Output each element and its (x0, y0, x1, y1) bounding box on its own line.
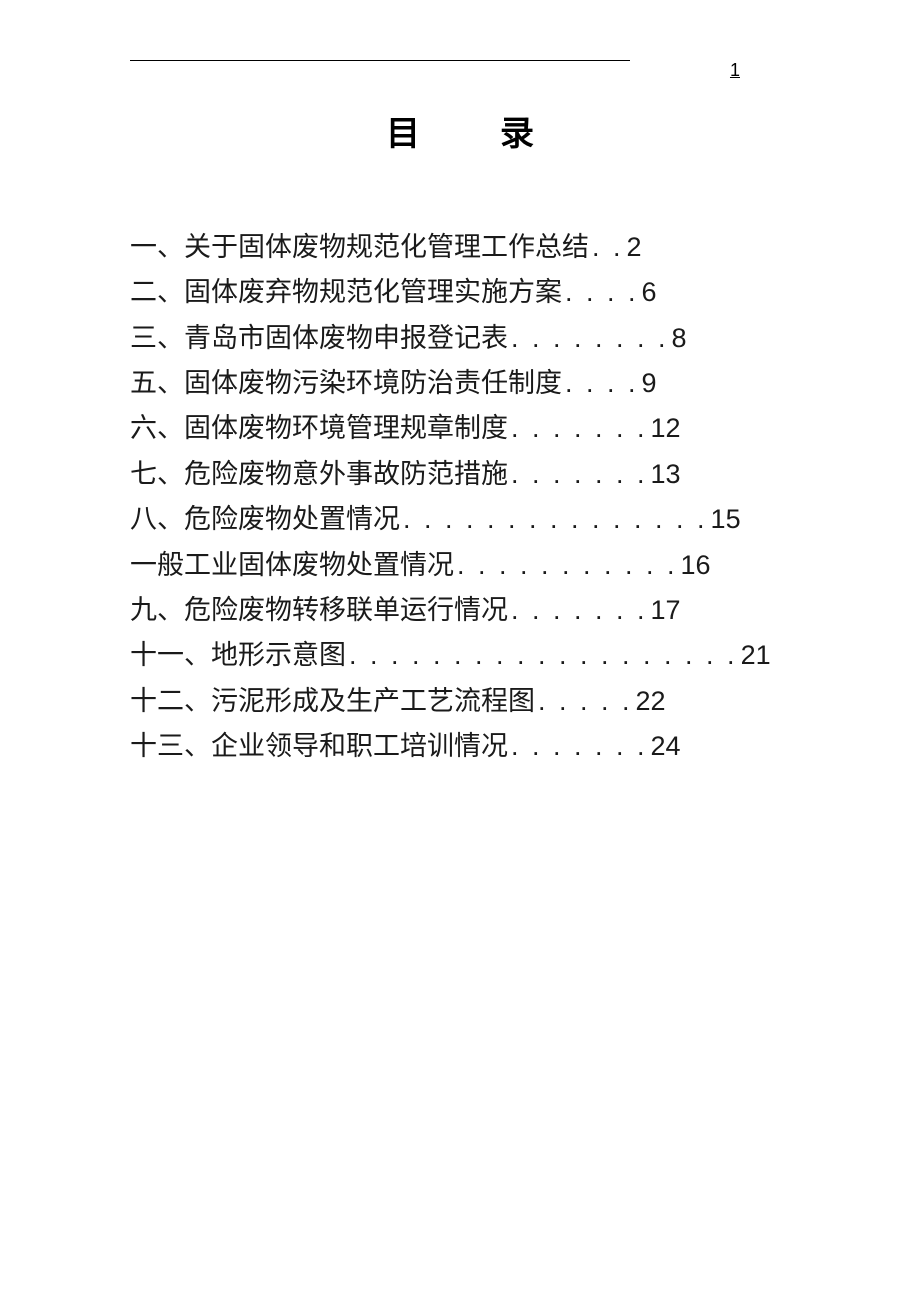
toc-title: 目录 (130, 106, 790, 155)
toc-label: 十二、污泥形成及生产工艺流程图 (130, 679, 535, 724)
toc-page: 6 (642, 270, 657, 315)
toc-item: 一、关于固体废物规范化管理工作总结 . . 2 (130, 225, 790, 270)
toc-item: 一般工业固体废物处置情况 . . . . . . . . . . . 16 (130, 543, 790, 588)
toc-page: 12 (651, 406, 681, 451)
toc-dots: . . . . . . . (508, 724, 651, 769)
toc-dots: . . . . . . . (508, 406, 651, 451)
toc-page: 17 (651, 588, 681, 633)
toc-item: 八、危险废物处置情况 . . . . . . . . . . . . . . .… (130, 497, 790, 542)
toc-dots: . . . . (562, 361, 642, 406)
toc-item: 十三、企业领导和职工培训情况 . . . . . . . 24 (130, 724, 790, 769)
toc-page: 16 (681, 543, 711, 588)
toc-item: 十二、污泥形成及生产工艺流程图 . . . . . 22 (130, 679, 790, 724)
toc-dots: . . . . . . . . . . . . . . . (400, 497, 711, 542)
header-rule (130, 60, 630, 61)
toc-page: 15 (711, 497, 741, 542)
toc-item: 五、固体废物污染环境防治责任制度 . . . . 9 (130, 361, 790, 406)
toc-page: 9 (642, 361, 657, 406)
toc-label: 一般工业固体废物处置情况 (130, 543, 454, 588)
page-number: 1 (730, 60, 740, 81)
toc-dots: . . (589, 225, 627, 270)
toc-page: 22 (636, 679, 666, 724)
toc-label: 三、青岛市固体废物申报登记表 (130, 316, 508, 361)
page-container: 1 目录 一、关于固体废物规范化管理工作总结 . . 2 二、固体废弃物规范化管… (0, 0, 920, 829)
toc-item: 二、固体废弃物规范化管理实施方案 . . . . 6 (130, 270, 790, 315)
toc-label: 二、固体废弃物规范化管理实施方案 (130, 270, 562, 315)
toc-page: 2 (627, 225, 642, 270)
toc-item: 三、青岛市固体废物申报登记表 . . . . . . . . 8 (130, 316, 790, 361)
toc-item: 七、危险废物意外事故防范措施 . . . . . . . 13 (130, 452, 790, 497)
toc-dots: . . . . . . . (508, 588, 651, 633)
toc-label: 五、固体废物污染环境防治责任制度 (130, 361, 562, 406)
toc-page: 8 (672, 316, 687, 361)
toc-page: 13 (651, 452, 681, 497)
toc-dots: . . . . . . . . . . . (454, 543, 681, 588)
toc-label: 九、危险废物转移联单运行情况 (130, 588, 508, 633)
toc-item: 十一、地形示意图 . . . . . . . . . . . . . . . .… (130, 633, 790, 678)
toc-label: 八、危险废物处置情况 (130, 497, 400, 542)
toc-label: 十三、企业领导和职工培训情况 (130, 724, 508, 769)
toc-label: 七、危险废物意外事故防范措施 (130, 452, 508, 497)
toc-dots: . . . . . (535, 679, 636, 724)
toc-item: 六、固体废物环境管理规章制度 . . . . . . . 12 (130, 406, 790, 451)
toc-label: 一、关于固体废物规范化管理工作总结 (130, 225, 589, 270)
toc-item: 九、危险废物转移联单运行情况 . . . . . . . 17 (130, 588, 790, 633)
toc-dots: . . . . . . . . . . . . . . . . . . . (346, 633, 741, 678)
toc-label: 十一、地形示意图 (130, 633, 346, 678)
toc-dots: . . . . . . . (508, 452, 651, 497)
toc-list: 一、关于固体废物规范化管理工作总结 . . 2 二、固体废弃物规范化管理实施方案… (130, 225, 790, 769)
toc-dots: . . . . (562, 270, 642, 315)
toc-label: 六、固体废物环境管理规章制度 (130, 406, 508, 451)
toc-page: 21 (741, 633, 771, 678)
toc-dots: . . . . . . . . (508, 316, 672, 361)
toc-page: 24 (651, 724, 681, 769)
